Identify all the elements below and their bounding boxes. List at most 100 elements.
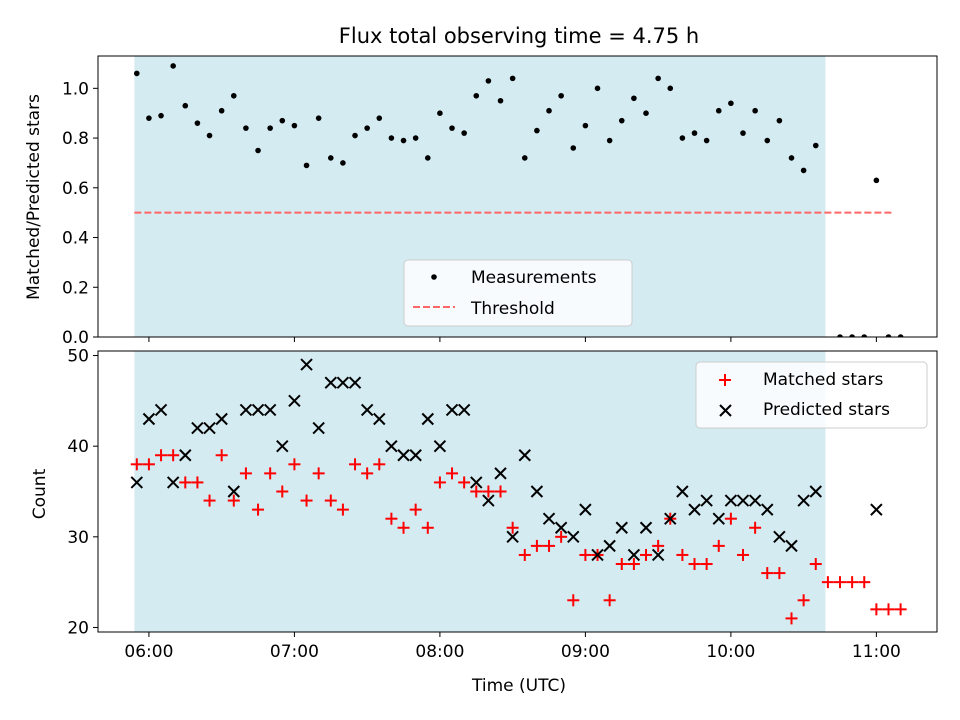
predicted-star-point (542, 512, 556, 525)
matched-star-point (858, 576, 871, 589)
predicted-star-point (239, 403, 253, 417)
measurement-point (837, 334, 843, 337)
legend-predicted-label: Predicted stars (763, 400, 890, 420)
measurement-point (170, 63, 176, 69)
x-tick-label: 09:00 (561, 642, 610, 662)
measurement-point (570, 145, 577, 151)
measurement-point (133, 70, 140, 77)
measurement-point (521, 155, 528, 161)
x-tick-label: 08:00 (415, 642, 464, 662)
top-y-axis-label: Matched/Predicted stars (24, 94, 44, 300)
predicted-star-point (421, 412, 434, 426)
measurement-point (849, 334, 855, 337)
legend-measurements-marker (431, 274, 437, 280)
measurement-point (546, 107, 552, 114)
measurement-point (412, 135, 419, 141)
matched-star-point (603, 594, 616, 607)
predicted-star-point (166, 476, 180, 489)
predicted-star-point (506, 530, 519, 544)
matched-star-point (373, 458, 386, 471)
measurement-point (364, 125, 370, 131)
measurement-point (534, 127, 540, 134)
x-axis-label: Time (UTC) (471, 676, 566, 696)
top-y-tick-label: 0.6 (62, 179, 89, 199)
matched-star-point (809, 558, 822, 571)
x-tick-label: 10:00 (706, 642, 755, 662)
predicted-star-point (433, 439, 447, 453)
matched-star-point (615, 558, 628, 571)
top-y-tick-label: 1.0 (62, 79, 89, 99)
measurement-point (206, 132, 213, 139)
predicted-star-point (639, 521, 653, 534)
predicted-star-point (385, 439, 398, 453)
predicted-star-point (373, 412, 386, 426)
measurement-point (873, 177, 880, 184)
measurement-point (315, 115, 322, 121)
bottom-plot-area (130, 358, 907, 625)
legend-matched-label: Matched stars (763, 370, 883, 390)
matched-star-point (579, 548, 592, 561)
predicted-star-point (179, 449, 192, 462)
matched-star-point (312, 467, 325, 480)
matched-star-point (676, 548, 689, 561)
predicted-star-point (785, 539, 798, 553)
predicted-star-point (154, 403, 168, 417)
matched-star-point (482, 485, 495, 498)
matched-star-point (409, 503, 422, 516)
matched-star-point (167, 449, 180, 462)
predicted-star-point (554, 521, 568, 534)
predicted-star-point (276, 439, 289, 453)
measurement-point (897, 334, 904, 337)
measurement-point (182, 102, 189, 109)
measurement-point (485, 78, 492, 84)
predicted-star-point (409, 449, 422, 462)
predicted-star-point (251, 403, 265, 417)
measurement-point (715, 107, 722, 114)
matched-star-point (870, 603, 883, 616)
predicted-star-point (736, 494, 750, 507)
top-y-tick-label: 0.2 (62, 278, 89, 298)
matched-star-point (130, 458, 143, 471)
measurement-point (400, 137, 407, 144)
measurement-point (340, 160, 346, 166)
x-tick-label: 11:00 (852, 642, 901, 662)
measurement-point (643, 110, 649, 116)
legend-matched-marker (719, 374, 731, 386)
matched-star-point (518, 548, 531, 561)
bottom-y-axis-label: Count (30, 468, 50, 519)
matched-star-point (385, 512, 398, 525)
matched-star-point (627, 558, 640, 571)
predicted-star-point (494, 467, 507, 480)
bottom-legend: Matched stars Predicted stars (695, 361, 928, 429)
matched-star-point (724, 512, 737, 525)
predicted-star-point (227, 485, 240, 498)
matched-star-point (555, 530, 568, 543)
measurement-point (764, 137, 771, 144)
measurement-point (473, 92, 480, 99)
matched-star-point (712, 539, 725, 552)
predicted-star-point (348, 376, 362, 389)
top-plot-area (133, 63, 904, 337)
measurement-point (376, 115, 383, 121)
matched-star-point (882, 603, 895, 616)
matched-star-point (239, 467, 252, 480)
top-panel: 0.0 0.2 0.4 0.6 0.8 1.0 (62, 55, 938, 348)
measurement-point (691, 130, 698, 136)
matched-star-point (785, 612, 798, 625)
predicted-star-point (300, 358, 313, 371)
measurement-point (243, 125, 249, 131)
predicted-star-point (288, 394, 301, 408)
predicted-star-point (530, 485, 544, 498)
matched-star-point (361, 467, 374, 480)
legend-predicted-marker (719, 404, 732, 417)
predicted-star-point (203, 421, 216, 435)
measurement-point (424, 155, 431, 161)
measurement-point (618, 117, 625, 124)
measurement-point (437, 110, 443, 116)
x-tick-label: 07:00 (270, 642, 319, 662)
predicted-star-point (761, 503, 774, 516)
measurement-point (230, 92, 237, 99)
measurement-point (267, 125, 273, 131)
matched-star-point (506, 521, 519, 534)
matched-star-point (252, 503, 265, 516)
